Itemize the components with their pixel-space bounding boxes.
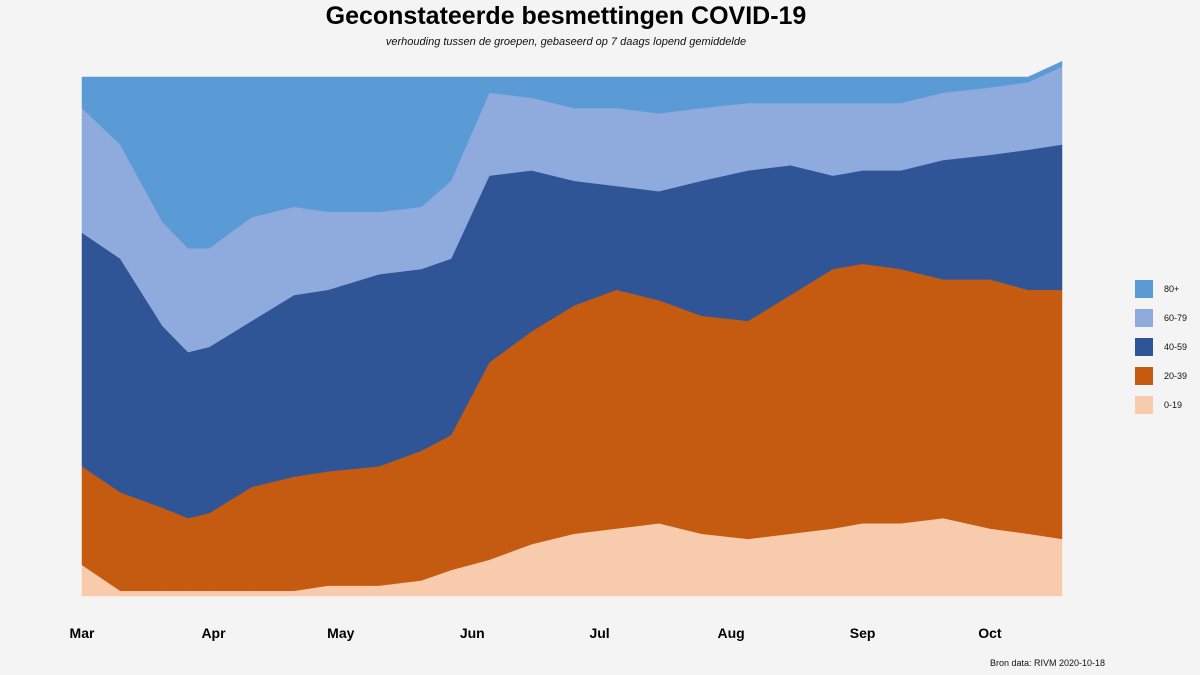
legend-item-80+: 80+ xyxy=(1135,274,1187,303)
legend-swatch xyxy=(1135,337,1153,356)
x-tick-label-oct: Oct xyxy=(978,625,1002,641)
legend-swatch xyxy=(1135,308,1153,327)
x-tick-label-jun: Jun xyxy=(460,625,485,641)
legend-item-0-19: 0-19 xyxy=(1135,390,1187,419)
legend-swatch xyxy=(1135,279,1153,298)
legend-label: 40-59 xyxy=(1164,341,1188,352)
legend-label: 20-39 xyxy=(1164,370,1188,381)
x-tick-label-apr: Apr xyxy=(201,625,226,641)
legend: 80+ 60-79 40-59 20-39 0-19 xyxy=(1135,274,1187,419)
x-tick-label-sep: Sep xyxy=(850,625,876,641)
chart-subtitle: verhouding tussen de groepen, gebaseerd … xyxy=(385,36,747,48)
x-tick-label-mar: Mar xyxy=(70,625,95,641)
chart-title: Geconstateerde besmettingen COVID-19 xyxy=(325,2,807,30)
legend-label: 80+ xyxy=(1164,283,1180,294)
x-axis: Mar Apr May Jun Jul Aug Sep Oct xyxy=(70,625,1002,641)
legend-swatch xyxy=(1135,366,1153,385)
legend-label: 60-79 xyxy=(1164,312,1188,323)
legend-item-40-59: 40-59 xyxy=(1135,332,1187,361)
source-note: Bron data: RIVM 2020-10-18 xyxy=(990,658,1106,668)
legend-item-20-39: 20-39 xyxy=(1135,361,1187,390)
plot-area xyxy=(81,61,1063,597)
legend-swatch xyxy=(1135,395,1153,414)
area-series-80+ xyxy=(81,61,1063,249)
legend-label: 0-19 xyxy=(1164,399,1183,410)
x-tick-label-aug: Aug xyxy=(717,625,744,641)
x-tick-label-may: May xyxy=(327,625,354,641)
x-tick-label-jul: Jul xyxy=(589,625,609,641)
legend-item-60-79: 60-79 xyxy=(1135,303,1187,332)
